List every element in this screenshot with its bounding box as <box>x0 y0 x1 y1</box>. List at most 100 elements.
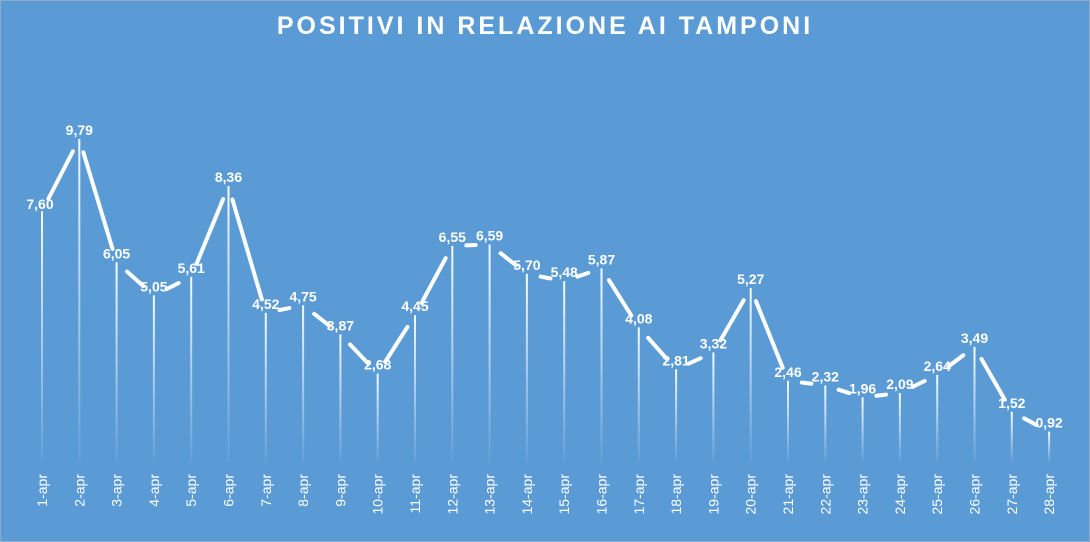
data-label: 2,81 <box>662 352 689 368</box>
series-line-segment <box>718 298 746 343</box>
series-line-segment <box>46 149 75 201</box>
x-tick-label: 11-apr <box>407 474 423 514</box>
data-label: 4,45 <box>401 298 428 314</box>
data-label: 1,96 <box>849 380 876 396</box>
x-tick-label: 12-apr <box>444 474 460 515</box>
series-line-segment <box>230 197 264 302</box>
data-label: 4,52 <box>252 296 279 312</box>
data-label: 5,70 <box>513 257 540 273</box>
series-line-segment <box>646 335 669 361</box>
series-line-segment <box>686 356 703 366</box>
drop-line <box>637 327 640 462</box>
data-label: 5,48 <box>551 264 578 280</box>
data-label: 5,61 <box>178 260 205 276</box>
drop-line <box>451 245 454 462</box>
x-tick-label: 15-apr <box>556 474 572 515</box>
drop-line <box>302 305 305 462</box>
series-line-segment <box>979 356 1007 402</box>
drop-line <box>41 211 43 462</box>
series-line-segment <box>1022 416 1039 428</box>
data-label: 3,87 <box>327 317 354 333</box>
data-label: 6,05 <box>103 245 130 261</box>
drop-line <box>488 244 491 462</box>
series-line-segment <box>419 256 448 305</box>
x-tick-label: 16-apr <box>594 474 610 515</box>
x-tick-label: 24-apr <box>892 474 908 515</box>
data-label: 5,87 <box>588 251 615 267</box>
series-line-segment <box>836 387 852 396</box>
x-tick-label: 21-apr <box>780 474 796 515</box>
series-line-segment <box>277 306 292 313</box>
data-label: 3,32 <box>700 335 727 351</box>
x-tick-label: 23-apr <box>855 474 871 515</box>
series-line-segment <box>946 353 966 369</box>
data-label: 6,59 <box>476 228 503 244</box>
drop-line <box>78 138 81 462</box>
series-line-segment <box>606 278 634 318</box>
series-line-segment <box>753 299 785 370</box>
data-label: 0,92 <box>1035 415 1062 431</box>
x-tick-label: 25-apr <box>929 474 945 515</box>
chart-title: POSITIVI IN RELAZIONE AI TAMPONI <box>276 12 814 40</box>
data-label: 5,05 <box>140 278 167 294</box>
x-tick-label: 13-apr <box>482 474 498 515</box>
data-label: 2,64 <box>924 358 951 374</box>
data-label: 6,55 <box>439 229 466 245</box>
drop-line <box>115 262 118 462</box>
x-tick-label: 22-apr <box>817 474 833 515</box>
drop-line <box>376 373 379 462</box>
drop-line <box>861 397 864 462</box>
series-line-segment <box>498 251 518 268</box>
series-line-segment <box>312 311 332 328</box>
x-tick-label: 1-apr <box>34 474 50 507</box>
drop-line <box>712 352 715 462</box>
drop-line <box>1010 411 1013 462</box>
data-label: 5,27 <box>737 271 764 287</box>
drop-line <box>973 346 976 462</box>
drop-line <box>1048 431 1051 462</box>
data-label: 8,36 <box>215 169 242 185</box>
x-tick-label: 2-apr <box>71 474 87 507</box>
x-tick-label: 8-apr <box>295 474 311 507</box>
x-tick-label: 14-apr <box>519 474 535 515</box>
drop-line <box>675 369 678 462</box>
drop-line <box>824 385 827 462</box>
data-label: 9,79 <box>66 122 93 138</box>
data-label: 2,46 <box>774 364 801 380</box>
drop-line <box>339 334 342 462</box>
drop-line <box>600 268 603 462</box>
x-tick-label: 20-apr <box>743 474 759 515</box>
series-line-segment <box>194 197 226 266</box>
data-label: 2,32 <box>812 368 839 384</box>
data-label: 4,08 <box>625 310 652 326</box>
x-tick-label: 7-apr <box>258 474 274 507</box>
series-line-segment <box>81 150 115 251</box>
series-line-segment <box>348 342 371 366</box>
data-label: 7,60 <box>26 196 53 212</box>
series-line-segment <box>125 269 146 289</box>
series-line-segment <box>538 274 553 281</box>
series-line-segment <box>799 380 814 386</box>
x-tick-label: 17-apr <box>631 474 647 515</box>
data-label: 2,68 <box>364 357 391 373</box>
series-line-segment <box>575 270 591 279</box>
drop-line <box>563 281 566 462</box>
x-tick-label: 18-apr <box>668 474 684 515</box>
x-tick-label: 4-apr <box>146 474 162 507</box>
drop-line <box>190 276 193 462</box>
x-tick-label: 28-apr <box>1041 474 1057 515</box>
x-tick-label: 10-apr <box>370 474 386 515</box>
drop-line <box>152 295 155 462</box>
drop-line <box>264 312 267 462</box>
drop-line <box>787 380 789 462</box>
series-line-segment <box>874 392 888 398</box>
drop-line <box>749 288 752 462</box>
drop-line <box>414 315 416 462</box>
drop-line <box>227 186 230 462</box>
x-tick-label: 19-apr <box>705 474 721 515</box>
x-tick-label: 27-apr <box>1004 474 1020 515</box>
drop-line <box>898 393 901 462</box>
drop-line <box>525 273 528 462</box>
x-tick-label: 6-apr <box>221 474 237 507</box>
